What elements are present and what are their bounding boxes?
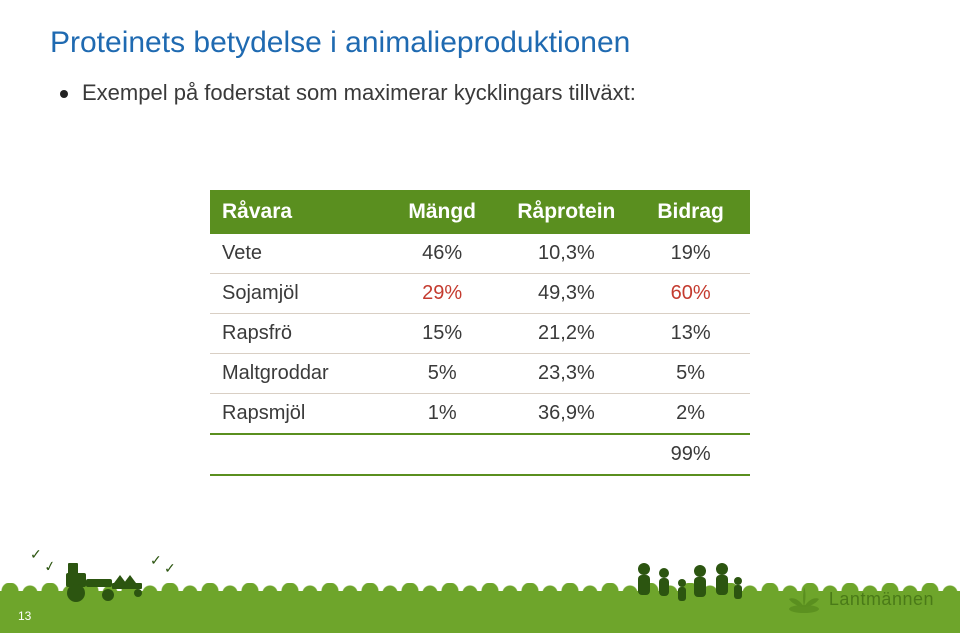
bullet-text: Exempel på foderstat som maximerar kyckl… xyxy=(82,80,636,106)
bullet-dot-icon xyxy=(60,90,68,98)
table-row: Maltgroddar5%23,3%5% xyxy=(210,354,750,394)
table-cell: 10,3% xyxy=(502,234,632,274)
people-icon xyxy=(630,559,750,607)
table-cell: 15% xyxy=(383,314,502,354)
table-cell: 36,9% xyxy=(502,394,632,435)
bird-icon: ✓ xyxy=(43,558,57,574)
table-col-header: Bidrag xyxy=(631,190,750,234)
table-cell xyxy=(210,434,383,475)
bird-icon: ✓ xyxy=(164,561,176,575)
page-title: Proteinets betydelse i animalieproduktio… xyxy=(50,26,630,60)
table-cell: 2% xyxy=(631,394,750,435)
bird-icon: ✓ xyxy=(150,553,162,567)
slide: Proteinets betydelse i animalieproduktio… xyxy=(0,0,960,633)
table-cell: Rapsmjöl xyxy=(210,394,383,435)
page-number: 13 xyxy=(18,609,31,623)
table-cell: 21,2% xyxy=(502,314,632,354)
table-header: RåvaraMängdRåproteinBidrag xyxy=(210,190,750,234)
table-cell: 23,3% xyxy=(502,354,632,394)
table-row: Vete46%10,3%19% xyxy=(210,234,750,274)
table-col-header: Råprotein xyxy=(502,190,632,234)
table-cell: 29% xyxy=(383,274,502,314)
table-row: Sojamjöl29%49,3%60% xyxy=(210,274,750,314)
table-cell xyxy=(502,434,632,475)
logo-text: Lantmännen xyxy=(829,589,934,610)
feed-table: RåvaraMängdRåproteinBidrag Vete46%10,3%1… xyxy=(210,190,750,476)
table-body: Vete46%10,3%19%Sojamjöl29%49,3%60%Rapsfr… xyxy=(210,234,750,475)
table-cell: 13% xyxy=(631,314,750,354)
table-cell xyxy=(383,434,502,475)
table-cell: 19% xyxy=(631,234,750,274)
table-cell: 99% xyxy=(631,434,750,475)
table-cell: Sojamjöl xyxy=(210,274,383,314)
bird-icon: ✓ xyxy=(30,547,42,561)
table-cell: 60% xyxy=(631,274,750,314)
table-total-row: 99% xyxy=(210,434,750,475)
table-col-header: Mängd xyxy=(383,190,502,234)
table-cell: 1% xyxy=(383,394,502,435)
footer: ✓ ✓ ✓ ✓ xyxy=(0,555,960,633)
logo: Lantmännen xyxy=(787,585,934,613)
table-cell: Vete xyxy=(210,234,383,274)
table-cell: 5% xyxy=(383,354,502,394)
table-cell: Rapsfrö xyxy=(210,314,383,354)
table-cell: Maltgroddar xyxy=(210,354,383,394)
table-row: Rapsfrö15%21,2%13% xyxy=(210,314,750,354)
tractor-icon xyxy=(58,559,148,603)
bullet-item: Exempel på foderstat som maximerar kyckl… xyxy=(60,80,636,106)
table-col-header: Råvara xyxy=(210,190,383,234)
table-cell: 46% xyxy=(383,234,502,274)
table-cell: 49,3% xyxy=(502,274,632,314)
table-cell: 5% xyxy=(631,354,750,394)
sprout-icon xyxy=(787,585,821,613)
table-row: Rapsmjöl1%36,9%2% xyxy=(210,394,750,435)
